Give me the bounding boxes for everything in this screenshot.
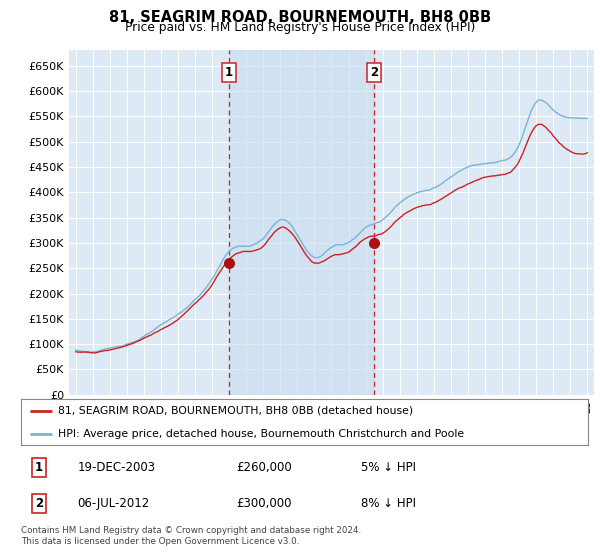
Bar	[229, 50, 374, 395]
Text: 81, SEAGRIM ROAD, BOURNEMOUTH, BH8 0BB (detached house): 81, SEAGRIM ROAD, BOURNEMOUTH, BH8 0BB (…	[58, 406, 413, 416]
Text: £260,000: £260,000	[236, 461, 292, 474]
Text: Price paid vs. HM Land Registry's House Price Index (HPI): Price paid vs. HM Land Registry's House …	[125, 21, 475, 34]
Text: 06-JUL-2012: 06-JUL-2012	[78, 497, 150, 510]
Text: 2: 2	[370, 66, 378, 79]
Text: 81, SEAGRIM ROAD, BOURNEMOUTH, BH8 0BB: 81, SEAGRIM ROAD, BOURNEMOUTH, BH8 0BB	[109, 10, 491, 25]
Text: Contains HM Land Registry data © Crown copyright and database right 2024.
This d: Contains HM Land Registry data © Crown c…	[21, 526, 361, 546]
Text: 19-DEC-2003: 19-DEC-2003	[78, 461, 156, 474]
Text: 5% ↓ HPI: 5% ↓ HPI	[361, 461, 416, 474]
Text: 1: 1	[225, 66, 233, 79]
Text: 8% ↓ HPI: 8% ↓ HPI	[361, 497, 416, 510]
Text: HPI: Average price, detached house, Bournemouth Christchurch and Poole: HPI: Average price, detached house, Bour…	[58, 429, 464, 438]
Text: 2: 2	[35, 497, 43, 510]
Text: 1: 1	[35, 461, 43, 474]
Text: £300,000: £300,000	[236, 497, 292, 510]
